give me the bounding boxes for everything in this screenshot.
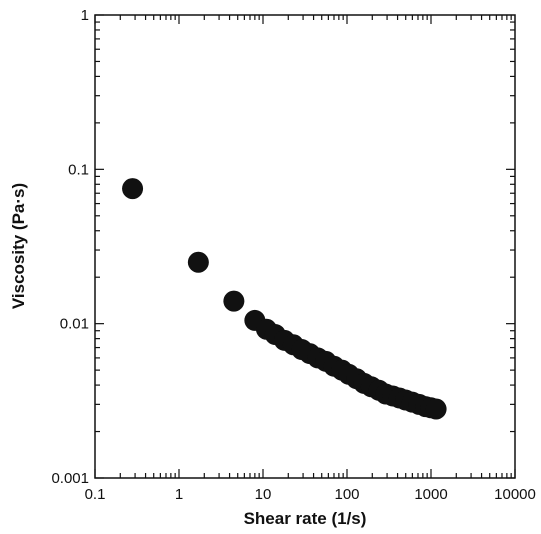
x-tick-label: 0.1 (85, 486, 106, 503)
data-point (187, 251, 209, 273)
plot-frame (94, 14, 516, 479)
y-axis-tick-labels: 0.001 0.01 0.1 1 (51, 7, 89, 487)
x-tick-label: 1000 (414, 486, 447, 503)
y-axis-ticks (95, 14, 515, 479)
data-point (223, 290, 245, 312)
y-axis-label: Viscosity (Pa·s) (9, 183, 28, 309)
y-tick-label: 0.001 (51, 470, 89, 487)
x-axis-ticks (94, 15, 516, 478)
y-tick-label: 0.1 (68, 161, 89, 178)
x-tick-label: 100 (334, 486, 359, 503)
data-point (425, 398, 447, 420)
x-tick-label: 10 (255, 486, 272, 503)
y-tick-label: 0.01 (60, 316, 89, 333)
x-tick-label: 1 (175, 486, 183, 503)
data-point (122, 178, 144, 200)
data-points (122, 178, 447, 420)
x-axis-label: Shear rate (1/s) (244, 509, 367, 528)
x-axis-tick-labels: 0.1 1 10 100 1000 10000 (85, 486, 536, 503)
y-tick-label: 1 (81, 7, 89, 24)
x-tick-label: 10000 (494, 486, 536, 503)
